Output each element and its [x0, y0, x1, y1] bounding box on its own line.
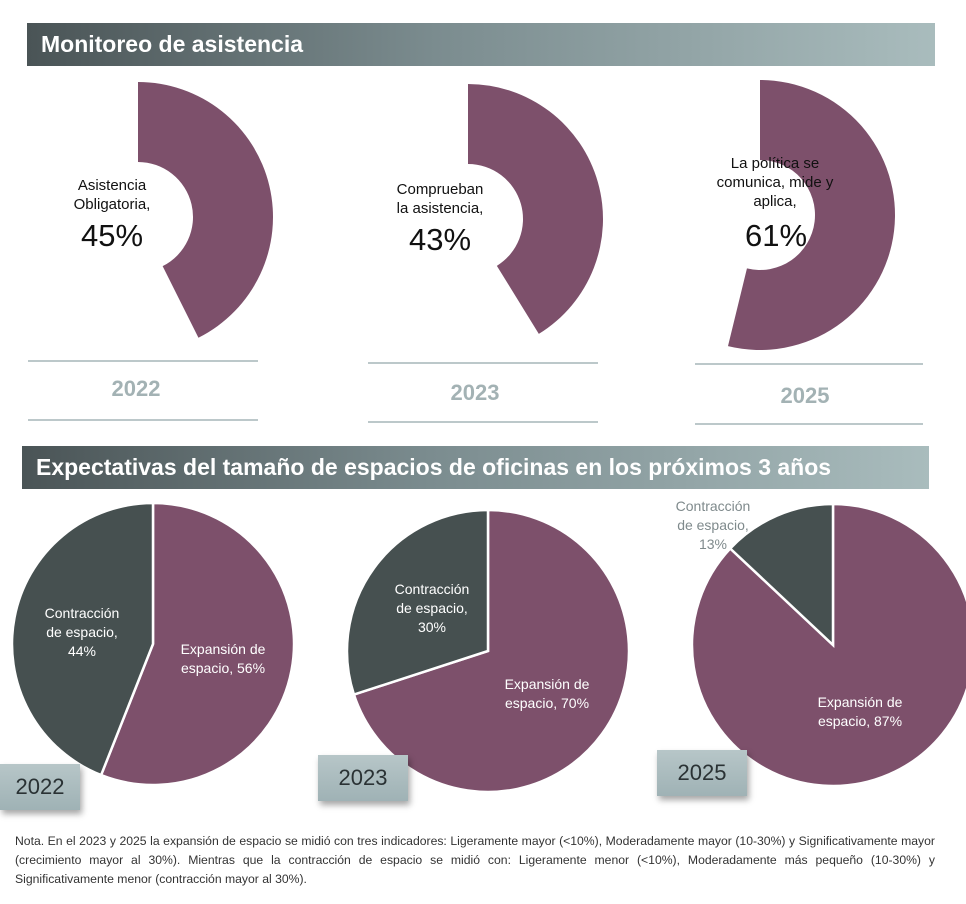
- pie-slice-contraction-2023: [345, 508, 490, 697]
- section-title-attendance: Monitoreo de asistencia: [27, 23, 935, 66]
- pie-label-expansion-2025-line1: Expansión de: [817, 694, 903, 710]
- pie-label-expansion-2022-line1: Expansión de: [180, 641, 266, 657]
- attendance-donut-2022: [138, 82, 273, 338]
- pie-label-expansion-2023: Expansión de espacio, 70%: [487, 675, 607, 713]
- pie-label-contraction-2022: Contracción de espacio, 44%: [22, 604, 142, 661]
- pie-slice-expansion-2022: [99, 501, 296, 787]
- pie-slice-expansion-2025: [690, 502, 966, 788]
- pie-label-expansion-2025-line2: espacio, 87%: [817, 713, 903, 729]
- pie-label-expansion-2022: Expansión de espacio, 56%: [163, 640, 283, 678]
- divider-bottom-2022: [28, 419, 258, 421]
- donut-arc-2023: [468, 84, 603, 334]
- pie-label-contraction-2025-line3: 13%: [698, 536, 728, 552]
- donut-value-2022: 45%: [80, 218, 144, 253]
- year-badge-2022: 2022: [0, 764, 80, 810]
- divider-top-2022: [28, 360, 258, 362]
- office-pie-2023: [345, 508, 631, 794]
- pie-slice-contraction-2025: [728, 502, 835, 648]
- donut-label-2025: La política se comunica, mide y aplica,: [704, 154, 846, 211]
- attendance-donut-2025: [727, 80, 896, 350]
- year-label-attendance-2025: 2025: [780, 383, 830, 408]
- office-pie-2025: [690, 502, 966, 788]
- year-badge-2025: 2025: [657, 750, 747, 796]
- pie-label-contraction-2023-line2: de espacio,: [396, 600, 468, 616]
- donut-label-2022-line2: Obligatoria,: [73, 196, 151, 213]
- donut-label-2025-line3: aplica,: [753, 193, 797, 210]
- donut-label-2025-line1: La política se: [730, 155, 820, 172]
- divider-bottom-2025: [695, 423, 923, 425]
- year-badge-2023: 2023: [318, 755, 408, 801]
- donut-label-2023-line2: la asistencia,: [396, 200, 484, 217]
- pie-label-contraction-2025: Contracción de espacio, 13%: [653, 497, 773, 554]
- donut-arc-2022: [138, 82, 273, 338]
- pie-label-expansion-2025: Expansión de espacio, 87%: [800, 693, 920, 731]
- donut-label-2023-line1: Comprueban: [396, 181, 484, 198]
- attendance-donut-2023: [468, 84, 603, 334]
- year-label-attendance-2023: 2023: [450, 380, 500, 405]
- divider-top-2025: [695, 363, 923, 365]
- pie-label-contraction-2023: Contracción de espacio, 30%: [372, 580, 492, 637]
- pie-label-contraction-2022-line3: 44%: [67, 643, 97, 659]
- donut-value-2023: 43%: [408, 222, 472, 257]
- pie-label-expansion-2022-line2: espacio, 56%: [180, 660, 266, 676]
- donut-label-2022-line1: Asistencia: [77, 177, 147, 194]
- pie-label-contraction-2022-line2: de espacio,: [46, 624, 118, 640]
- donut-label-2022: Asistencia Obligatoria,: [52, 176, 172, 214]
- donut-label-2023: Comprueban la asistencia,: [380, 180, 500, 218]
- pie-label-contraction-2023-line1: Contracción: [394, 581, 470, 597]
- pie-label-expansion-2023-line2: espacio, 70%: [504, 695, 590, 711]
- section-title-office-space: Expectativas del tamaño de espacios de o…: [22, 446, 929, 489]
- pie-slice-contraction-2022: [10, 501, 155, 777]
- divider-bottom-2023: [368, 421, 598, 423]
- office-pie-2022: [10, 501, 296, 787]
- pie-label-expansion-2023-line1: Expansión de: [504, 676, 590, 692]
- pie-label-contraction-2025-line2: de espacio,: [677, 517, 749, 533]
- pie-label-contraction-2025-line1: Contracción: [675, 498, 751, 514]
- divider-top-2023: [368, 362, 598, 364]
- pie-label-contraction-2023-line3: 30%: [417, 619, 447, 635]
- donut-value-2025: 61%: [744, 218, 808, 253]
- donut-arc-2025: [727, 80, 896, 350]
- footnote: Nota. En el 2023 y 2025 la expansión de …: [15, 834, 935, 886]
- year-label-attendance-2022: 2022: [111, 376, 161, 401]
- donut-label-2025-line2: comunica, mide y: [716, 174, 834, 191]
- pie-label-contraction-2022-line1: Contracción: [44, 605, 120, 621]
